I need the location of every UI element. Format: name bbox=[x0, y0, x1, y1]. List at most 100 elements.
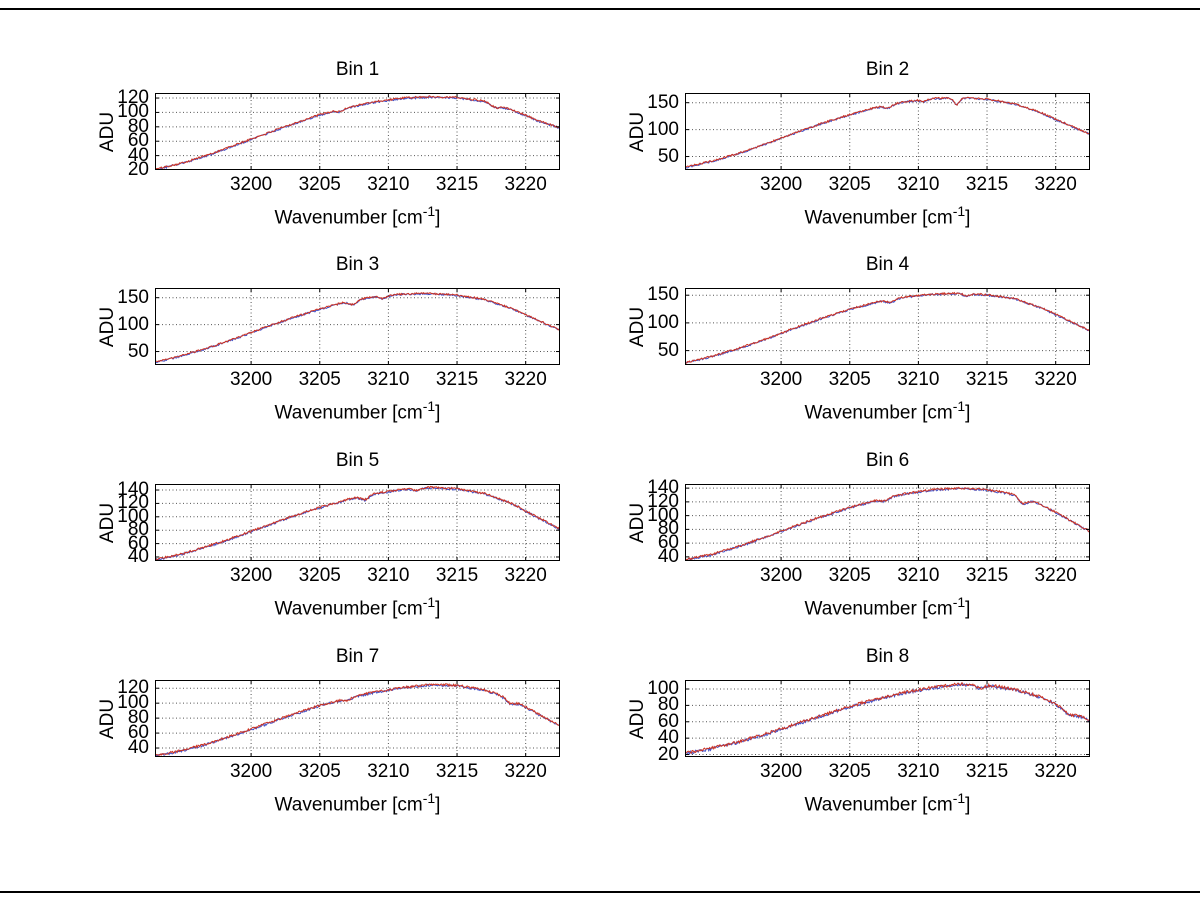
x-tick-label: 3200 bbox=[759, 761, 803, 782]
x-tick-label: 3220 bbox=[1034, 174, 1077, 195]
y-tick-label: 40 bbox=[127, 545, 149, 567]
x-axis-label-exponent: -1 bbox=[952, 594, 966, 610]
x-axis-label-exponent: -1 bbox=[422, 594, 436, 610]
x-axis-label: Wavenumber [cm-1] bbox=[685, 199, 1090, 230]
y-tick-label: 40 bbox=[127, 144, 149, 166]
y-tick-label: 120 bbox=[117, 87, 149, 109]
x-axis-label-close: ] bbox=[965, 207, 971, 229]
x-tick-label: 3210 bbox=[367, 369, 410, 390]
x-axis-label-exponent: -1 bbox=[422, 203, 436, 219]
x-tick-label: 3210 bbox=[897, 369, 940, 390]
subplot-title: Bin 7 bbox=[335, 646, 380, 667]
axes-border bbox=[685, 484, 1090, 561]
x-axis-label-exponent: -1 bbox=[952, 203, 966, 219]
y-tick-label: 120 bbox=[647, 490, 679, 512]
y-tick-label: 120 bbox=[117, 677, 149, 699]
y-tick-label: 60 bbox=[127, 532, 149, 554]
spectrum-trace bbox=[155, 95, 560, 170]
x-tick-label: 3205 bbox=[828, 369, 871, 390]
plot-axes bbox=[685, 93, 1090, 170]
x-tick-label: 3210 bbox=[897, 174, 940, 195]
y-tick-label: 120 bbox=[117, 492, 149, 514]
x-axis-label-text: Wavenumber [cm bbox=[274, 402, 423, 424]
x-tick-label: 3205 bbox=[828, 761, 871, 782]
x-tick-label: 3215 bbox=[435, 565, 479, 586]
x-tick-label: 3215 bbox=[965, 761, 1009, 782]
x-axis-label-text: Wavenumber [cm bbox=[274, 207, 423, 229]
x-tick-label: 3210 bbox=[367, 761, 410, 782]
y-tick-label: 40 bbox=[127, 737, 149, 759]
x-axis-label-close: ] bbox=[435, 207, 441, 229]
x-tick-label: 3205 bbox=[298, 565, 341, 586]
spectrum-trace bbox=[155, 485, 560, 561]
x-tick-label: 3210 bbox=[367, 174, 410, 195]
x-tick-label: 3205 bbox=[828, 174, 871, 195]
y-tick-label: 80 bbox=[657, 694, 679, 716]
x-axis-label: Wavenumber [cm-1] bbox=[685, 786, 1090, 817]
x-tick-label: 3220 bbox=[1034, 565, 1077, 586]
x-axis-label-text: Wavenumber [cm bbox=[274, 598, 423, 620]
y-tick-label: 80 bbox=[657, 518, 679, 540]
x-tick-label: 3205 bbox=[298, 174, 341, 195]
y-tick-label: 20 bbox=[657, 743, 679, 765]
subplot-title: Bin 8 bbox=[865, 646, 910, 667]
x-axis-label-text: Wavenumber [cm bbox=[804, 207, 953, 229]
x-axis-label-close: ] bbox=[435, 402, 441, 424]
x-tick-label: 3210 bbox=[897, 761, 940, 782]
axes-border bbox=[155, 680, 560, 757]
x-tick-label: 3215 bbox=[435, 761, 479, 782]
x-tick-label: 3205 bbox=[828, 565, 871, 586]
spectrum-trace bbox=[685, 682, 1090, 755]
x-tick-label: 3220 bbox=[504, 565, 547, 586]
x-tick-label: 3200 bbox=[229, 761, 273, 782]
y-tick-label: 80 bbox=[127, 519, 149, 541]
subplot-title: Bin 2 bbox=[865, 59, 910, 80]
x-tick-label: 3215 bbox=[435, 369, 479, 390]
y-tick-label: 20 bbox=[127, 159, 149, 180]
x-axis-label-text: Wavenumber [cm bbox=[804, 402, 953, 424]
x-axis-label-text: Wavenumber [cm bbox=[804, 598, 953, 620]
x-tick-label: 3215 bbox=[435, 174, 479, 195]
y-tick-label: 50 bbox=[127, 340, 149, 362]
y-tick-label: 100 bbox=[117, 692, 149, 714]
x-tick-label: 3200 bbox=[229, 369, 273, 390]
x-tick-label: 3200 bbox=[759, 565, 803, 586]
x-axis-label: Wavenumber [cm-1] bbox=[685, 590, 1090, 621]
y-tick-label: 100 bbox=[117, 313, 149, 335]
x-tick-label: 3200 bbox=[759, 174, 803, 195]
axes-border bbox=[685, 288, 1090, 365]
subplot-title: Bin 4 bbox=[865, 254, 910, 275]
y-tick-label: 100 bbox=[647, 118, 679, 140]
subplot-title: Bin 3 bbox=[335, 254, 380, 275]
plot-axes bbox=[685, 680, 1090, 757]
x-axis-label: Wavenumber [cm-1] bbox=[155, 590, 560, 621]
y-tick-label: 100 bbox=[647, 504, 679, 526]
y-tick-label: 60 bbox=[127, 130, 149, 152]
x-tick-label: 3215 bbox=[965, 565, 1009, 586]
x-axis-label: Wavenumber [cm-1] bbox=[685, 394, 1090, 425]
y-tick-label: 40 bbox=[657, 545, 679, 567]
y-tick-label: 140 bbox=[117, 479, 149, 501]
x-tick-label: 3215 bbox=[965, 369, 1009, 390]
axes-border bbox=[155, 288, 560, 365]
spectrum-trace bbox=[685, 96, 1090, 168]
spectrum-trace bbox=[155, 292, 560, 364]
x-axis-label: Wavenumber [cm-1] bbox=[155, 786, 560, 817]
x-axis-label-close: ] bbox=[965, 402, 971, 424]
x-axis-label-close: ] bbox=[435, 598, 441, 620]
x-tick-label: 3210 bbox=[897, 565, 940, 586]
y-tick-label: 150 bbox=[647, 284, 679, 306]
y-tick-label: 100 bbox=[647, 311, 679, 333]
x-axis-label-exponent: -1 bbox=[952, 398, 966, 414]
y-tick-label: 50 bbox=[657, 339, 679, 361]
x-axis-label-close: ] bbox=[435, 794, 441, 816]
y-tick-label: 80 bbox=[127, 707, 149, 729]
plot-axes bbox=[155, 93, 560, 170]
y-tick-label: 40 bbox=[657, 727, 679, 749]
y-tick-label: 150 bbox=[117, 286, 149, 308]
y-tick-label: 80 bbox=[127, 115, 149, 137]
y-tick-label: 50 bbox=[657, 145, 679, 167]
x-axis-label-text: Wavenumber [cm bbox=[274, 794, 423, 816]
spectrum-trace-secondary bbox=[685, 682, 1090, 756]
spectrum-trace bbox=[155, 682, 560, 756]
